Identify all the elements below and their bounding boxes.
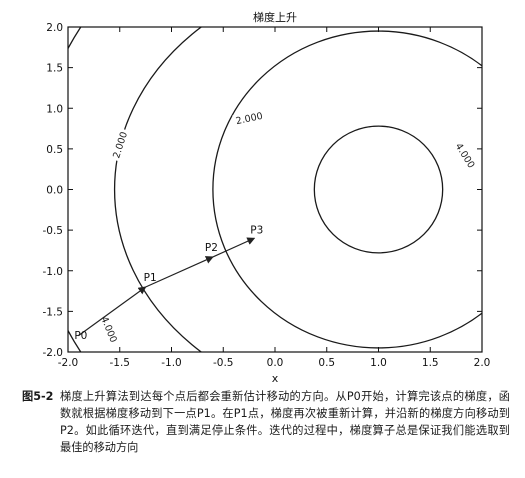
y-tick-label: -1.0: [43, 266, 64, 278]
x-axis-label: x: [272, 372, 279, 385]
y-tick-label: -0.5: [43, 225, 64, 237]
contour-line: [114, 27, 203, 352]
ascent-arrow: [145, 256, 214, 288]
point-label: P2: [205, 242, 218, 254]
x-tick-label: 0.5: [318, 357, 335, 369]
x-tick-label: -1.0: [161, 357, 182, 369]
contour-line: [313, 125, 444, 254]
y-axis: 2.0 1.5 1.0 0.5 0.0 -0.5 -1.0 -1.5 -2.0: [43, 22, 482, 359]
contour-label-bg: [109, 127, 131, 162]
x-axis: -2.0 -1.5 -1.0 -0.5 0.0 0.5 1.0 1.5 2.0: [58, 27, 491, 369]
y-tick-label: -2.0: [43, 347, 64, 359]
ascent-path: [77, 237, 256, 337]
y-tick-label: 1.0: [46, 103, 63, 115]
figure-caption: 图5-2 梯度上升算法到达每个点后都会重新估计移动的方向。从P0开始，计算完该点…: [22, 388, 510, 456]
plot-frame: [67, 26, 483, 353]
contour-label: 4.000: [453, 141, 477, 170]
contour-label-bg: [451, 138, 480, 173]
x-tick-label: -1.5: [110, 357, 131, 369]
caption-text: 梯度上升算法到达每个点后都会重新估计移动的方向。从P0开始，计算完该点的梯度，函…: [60, 390, 510, 454]
point-label: P1: [144, 272, 157, 284]
ascent-arrow: [212, 237, 256, 258]
y-tick-label: 0.5: [46, 144, 63, 156]
point-label: P0: [74, 330, 87, 342]
point-label: P3: [250, 224, 263, 236]
contour-label-bg: [97, 312, 121, 347]
x-tick-label: -0.5: [213, 357, 234, 369]
x-tick-label: -2.0: [58, 357, 79, 369]
y-tick-label: -1.5: [43, 306, 64, 318]
contour-label: 2.000: [235, 111, 264, 127]
chart-title: 梯度上升: [253, 10, 297, 24]
caption-label: 图5-2: [22, 390, 54, 403]
y-tick-label: 0.0: [46, 185, 63, 197]
ascent-arrow: [77, 286, 147, 337]
point-labels: P0 P1 P2 P3: [74, 224, 263, 342]
x-tick-label: 1.0: [370, 357, 387, 369]
y-tick-label: 1.5: [46, 63, 63, 75]
x-tick-label: 0.0: [267, 357, 284, 369]
contour-label: 2.000: [111, 130, 130, 159]
contour-label-bg: [232, 108, 267, 128]
y-tick-label: 2.0: [46, 22, 63, 34]
x-tick-label: 2.0: [474, 357, 491, 369]
x-tick-label: 1.5: [422, 357, 439, 369]
